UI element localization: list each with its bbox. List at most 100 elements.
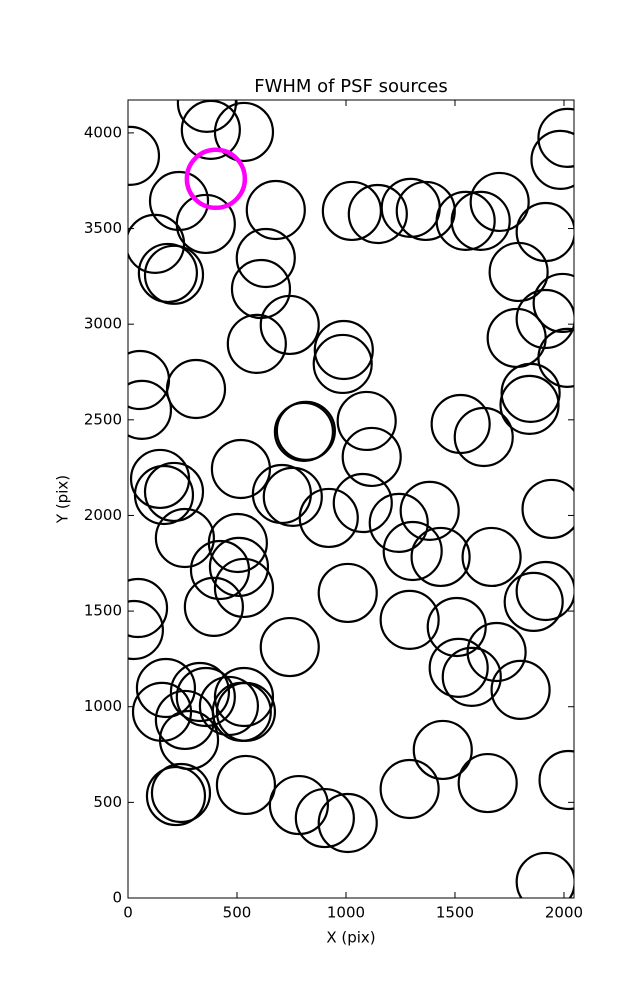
source-circle [245,179,306,241]
y-tick-label: 0 [112,889,122,907]
source-circle [453,406,514,468]
source-circle [184,147,248,211]
source-circle [183,576,244,637]
source-circle [213,557,275,619]
source-circle [148,170,210,232]
source-circle [169,661,231,723]
source-circle [128,125,161,186]
source-circle [294,787,355,849]
chart-title: FWHM of PSF sources [254,76,448,97]
y-tick-label: 3500 [84,219,122,237]
source-circle [175,666,236,728]
source-circle [469,171,530,233]
source-circle [312,333,373,395]
source-circle [336,390,397,452]
source-circle [176,100,238,133]
source-circle [298,487,359,549]
y-tick-label: 2500 [84,410,122,428]
source-circle [382,520,443,582]
y-tick-label: 3000 [84,315,122,333]
source-circle [503,571,564,633]
y-tick-label: 1500 [84,602,122,620]
x-tick-label: 500 [223,904,252,922]
source-circle [399,480,460,541]
source-circle [313,319,374,381]
source-circle [189,539,251,601]
y-axis-label: Y (pix) [54,475,72,524]
source-circle [379,758,440,820]
source-circle [137,242,198,304]
x-axis-label: X (pix) [326,929,375,947]
source-circle [490,659,551,720]
source-circle [317,792,378,854]
source-circle [128,379,173,440]
source-circle [143,244,205,305]
plot-area [128,100,574,898]
plot-frame [127,99,575,899]
source-circle [530,129,574,190]
y-tick-label: 2000 [84,506,122,524]
source-circle [532,272,574,334]
source-circle [332,472,393,534]
x-tick-label: 1000 [327,904,365,922]
y-tick-label: 1000 [84,697,122,715]
source-circle [133,464,195,526]
source-circle [275,400,336,462]
source-circle [259,294,320,356]
source-circle [515,560,574,622]
source-circle [537,107,574,168]
x-tick-label: 0 [123,904,133,922]
source-circle [259,616,320,678]
source-circle [538,749,574,811]
source-circle [128,213,186,274]
source-circle [426,596,487,658]
source-circle [395,180,456,242]
source-circle [450,190,511,251]
source-circle [410,526,471,588]
source-circle [128,349,171,411]
x-tick-label: 2000 [545,904,583,922]
source-circle [211,681,272,742]
source-circle [128,599,164,661]
source-circle [135,657,197,719]
source-circle [347,183,408,245]
source-circle [488,241,549,303]
source-circle [379,589,440,650]
source-circle [412,719,473,781]
source-circle [215,754,277,816]
source-circle [461,526,522,588]
source-circle [515,851,574,898]
source-circle [341,426,402,488]
source-circle [499,374,560,435]
source-circle [466,621,527,683]
source-circle [515,288,574,350]
source-circle [210,438,272,500]
source-circle [208,536,270,598]
source-circle [180,100,241,160]
source-circle [235,227,296,289]
source-circle [368,492,429,554]
y-tick-label: 4000 [84,123,122,141]
source-circle [213,666,275,728]
source-circle [268,774,330,836]
source-circle [145,765,207,827]
y-tick-label: 500 [93,793,122,811]
source-circle [150,762,212,824]
source-circle [500,362,561,423]
source-circle [143,461,205,523]
source-circle [537,327,574,388]
source-circle [226,313,287,374]
source-circle [317,562,378,624]
source-circle [428,637,489,698]
source-circle [154,507,215,569]
source-circle [521,478,574,540]
source-circle [441,646,502,707]
source-circle [128,577,169,639]
source-circle [213,101,275,163]
source-circle [262,466,323,527]
x-tick-label: 1500 [436,904,474,922]
source-circle [435,190,496,251]
source-circle [457,752,518,814]
